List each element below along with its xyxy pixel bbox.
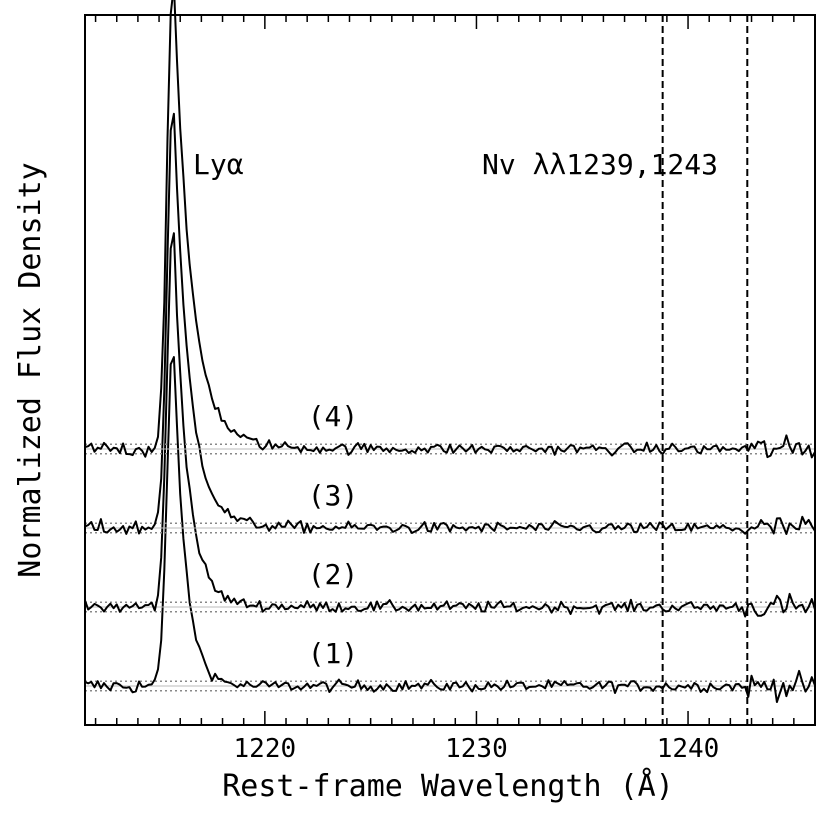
series-layer <box>84 0 816 703</box>
nv-annotation: Nv λλ1239,1243 <box>482 148 718 181</box>
spectrum-line-4 <box>84 0 816 459</box>
x-tick-labels: 1220 1230 1240 <box>234 734 720 764</box>
spectrum-line-1 <box>84 356 816 703</box>
axis-ticks <box>94 15 816 725</box>
nv-line-markers <box>661 15 749 725</box>
series-label-2: (2) <box>308 558 359 591</box>
spectrum-line-2 <box>84 232 816 618</box>
x-tick-label: 1220 <box>234 734 297 764</box>
spectrum-line-3 <box>84 112 816 535</box>
y-axis-label: Normalized Flux Density <box>13 162 48 577</box>
x-axis-label: Rest-frame Wavelength (Å) <box>222 768 674 804</box>
x-tick-label: 1240 <box>657 734 720 764</box>
series-label-4: (4) <box>308 400 359 433</box>
lya-annotation: Lyα <box>193 148 244 181</box>
series-label-3: (3) <box>308 479 359 512</box>
plot-frame <box>84 14 816 726</box>
series-label-1: (1) <box>308 637 359 670</box>
x-tick-label: 1230 <box>445 734 508 764</box>
